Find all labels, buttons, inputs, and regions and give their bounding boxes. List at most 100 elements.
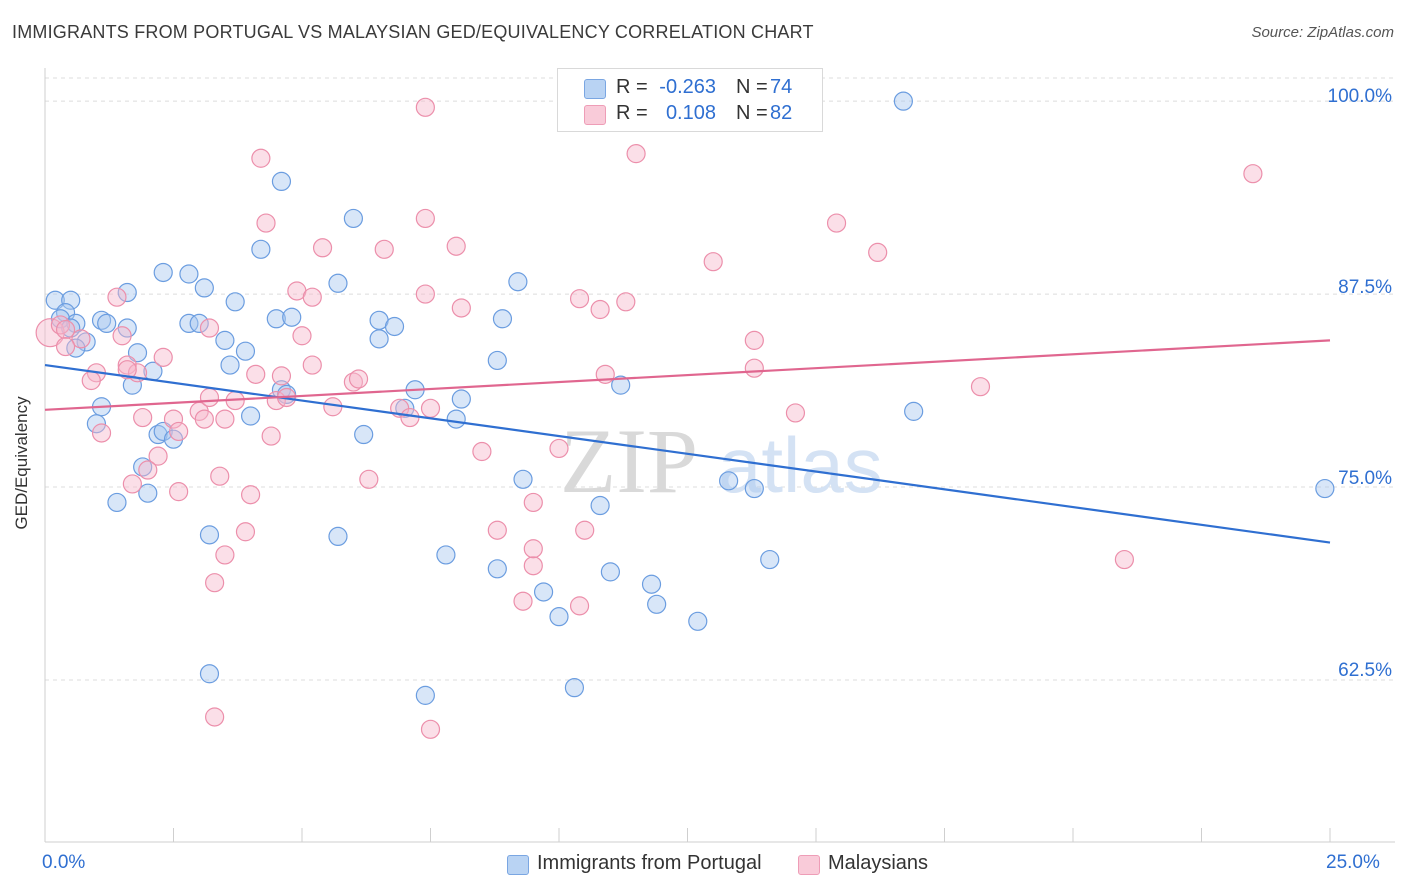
- data-point: [225, 292, 245, 312]
- data-point: [523, 539, 543, 559]
- y-tick-75: 75.0%: [1338, 468, 1392, 489]
- data-point: [199, 387, 220, 408]
- data-point: [251, 239, 271, 259]
- r-label: R =: [616, 76, 648, 98]
- watermark: ZIP atlas: [560, 410, 883, 512]
- data-point: [215, 330, 235, 350]
- data-point: [487, 350, 507, 371]
- data-point: [266, 309, 286, 329]
- data-point: [194, 409, 214, 429]
- data-point: [436, 545, 456, 565]
- data-point: [348, 369, 369, 389]
- data-point: [61, 290, 81, 310]
- n-label: N =: [736, 76, 768, 98]
- chart-title: IMMIGRANTS FROM PORTUGAL VS MALAYSIAN GE…: [12, 22, 814, 42]
- data-point: [241, 406, 261, 426]
- data-point: [251, 148, 271, 168]
- data-point: [148, 446, 168, 466]
- data-point: [703, 252, 723, 272]
- data-point: [343, 208, 363, 229]
- data-point: [127, 343, 148, 363]
- data-point: [122, 474, 142, 494]
- data-point: [1114, 549, 1135, 570]
- series-malaysians: [35, 97, 1263, 739]
- data-point: [354, 424, 374, 445]
- trendlines: [44, 339, 1331, 544]
- data-point: [446, 409, 466, 429]
- data-point: [513, 469, 533, 489]
- legend-swatch-pink: [798, 855, 820, 875]
- data-point: [138, 483, 158, 503]
- r-value: 0.108: [665, 102, 716, 124]
- data-point: [55, 336, 76, 357]
- data-point: [970, 377, 991, 397]
- data-point: [169, 482, 189, 502]
- stats-swatch-blue: [584, 79, 606, 99]
- data-point: [199, 525, 220, 545]
- data-point: [569, 596, 590, 616]
- data-point: [312, 238, 333, 258]
- data-point: [235, 341, 256, 361]
- data-point: [415, 208, 435, 229]
- r-value: -0.263: [659, 76, 716, 98]
- axes: [44, 68, 1395, 843]
- data-point: [302, 287, 322, 307]
- data-point: [744, 330, 764, 350]
- data-point: [153, 262, 173, 283]
- data-point: [107, 287, 127, 307]
- data-point: [153, 347, 173, 367]
- data-point: [400, 407, 420, 428]
- series-immigrants-from-portugal: [45, 91, 1335, 705]
- data-point: [359, 469, 379, 489]
- data-point: [328, 273, 348, 293]
- data-point: [590, 495, 610, 516]
- data-point: [169, 421, 189, 442]
- data-point: [420, 719, 441, 739]
- data-point: [523, 492, 543, 513]
- data-point: [719, 471, 739, 491]
- data-point: [893, 91, 913, 111]
- data-point: [76, 332, 96, 352]
- x-tick-max: 25.0%: [1326, 852, 1380, 873]
- stats-box: R = -0.263 N = 74 R = 0.108 N = 82: [557, 68, 823, 132]
- data-point: [292, 326, 312, 346]
- data-point: [302, 355, 322, 375]
- data-point: [148, 424, 168, 445]
- data-point: [420, 398, 441, 418]
- data-point: [826, 213, 847, 233]
- data-point: [199, 664, 220, 684]
- data-point: [647, 594, 667, 614]
- data-point: [81, 370, 101, 391]
- data-point: [688, 611, 708, 631]
- y-tick-87-5: 87.5%: [1338, 277, 1392, 298]
- data-point: [107, 492, 127, 513]
- data-point: [179, 313, 199, 334]
- data-point: [117, 360, 137, 380]
- legend-swatch-blue: [507, 855, 529, 875]
- data-point: [472, 441, 492, 462]
- data-point: [451, 298, 471, 318]
- data-point: [415, 97, 435, 117]
- data-point: [133, 407, 153, 428]
- data-point: [1243, 164, 1263, 184]
- data-point: [91, 423, 112, 443]
- data-point: [549, 438, 569, 459]
- data-point: [549, 607, 569, 627]
- data-point: [868, 242, 888, 263]
- data-point: [117, 282, 137, 303]
- data-point: [523, 556, 543, 576]
- stats-row-malaysians: R = 0.108 N = 82: [558, 101, 822, 127]
- stats-row-portugal: R = -0.263 N = 74: [558, 75, 822, 101]
- data-point: [163, 409, 184, 429]
- data-point: [369, 329, 389, 349]
- n-label: N =: [736, 102, 768, 124]
- data-point: [508, 272, 528, 292]
- data-point: [97, 313, 117, 334]
- y-tick-100: 100.0%: [1327, 86, 1392, 107]
- y-tick-62-5: 62.5%: [1338, 660, 1392, 681]
- data-point: [199, 318, 220, 338]
- data-point: [261, 426, 281, 446]
- data-point: [189, 313, 209, 334]
- data-point: [611, 375, 631, 395]
- trendline-portugal: [44, 363, 1331, 544]
